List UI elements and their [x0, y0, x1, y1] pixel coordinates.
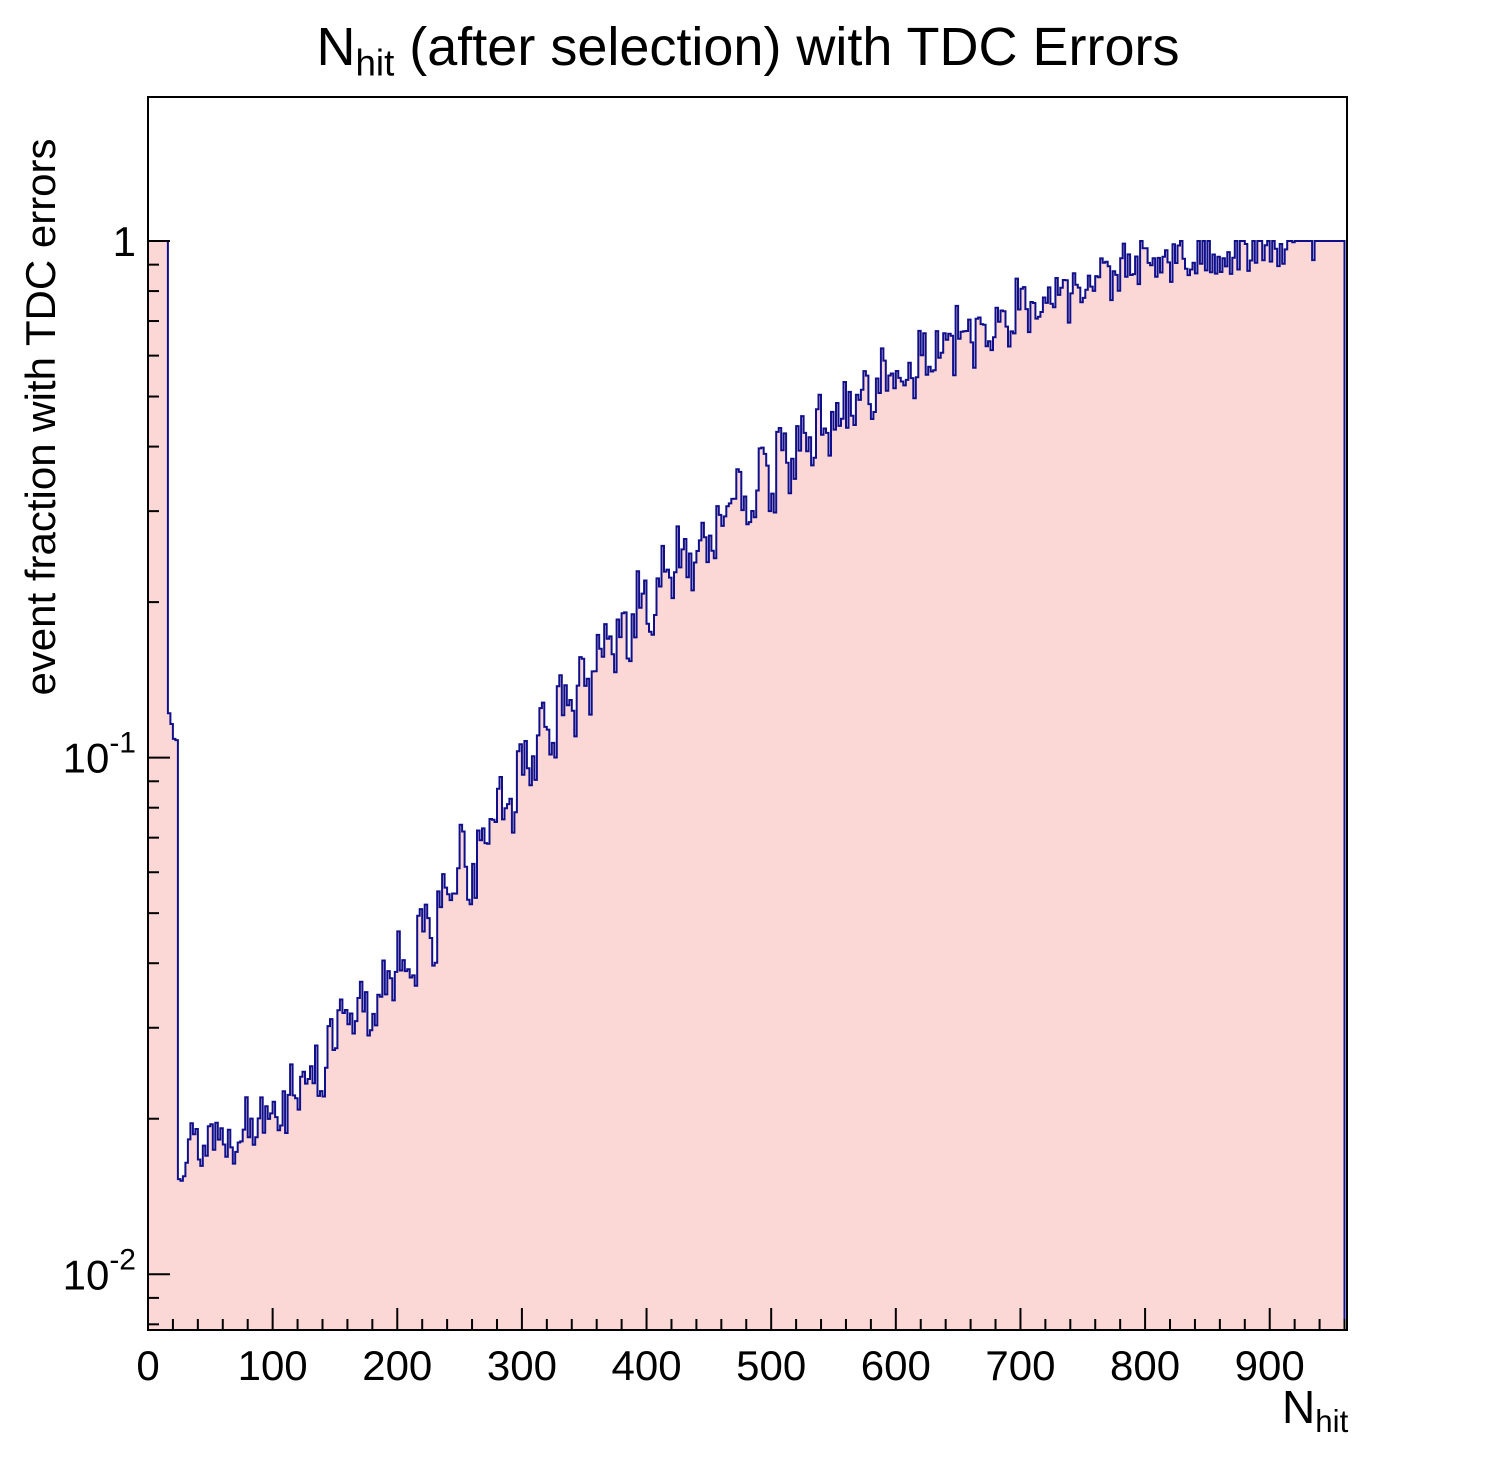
x-tick-label: 400 [612, 1342, 682, 1389]
x-tick-label: 300 [487, 1342, 557, 1389]
x-tick-label: 200 [362, 1342, 432, 1389]
chart-title-subscript: hit [355, 42, 395, 84]
x-tick-label: 700 [985, 1342, 1055, 1389]
chart-title-suffix: (after selection) with TDC Errors [394, 17, 1180, 77]
x-tick-label: 800 [1110, 1342, 1180, 1389]
y-tick-label: 10-1 [63, 727, 136, 782]
x-tick-label: 900 [1235, 1342, 1305, 1389]
x-axis-title: Nhit [1282, 1380, 1348, 1440]
x-axis-title-prefix: N [1282, 1381, 1316, 1433]
chart-title: Nhit (after selection) with TDC Errors [0, 17, 1496, 84]
x-tick-label: 600 [861, 1342, 931, 1389]
x-tick-label: 500 [736, 1342, 806, 1389]
histogram-outline [147, 240, 1346, 1330]
x-tick-label: 0 [136, 1342, 159, 1389]
plot-frame [147, 96, 1348, 1331]
y-tick-label: 10-2 [63, 1243, 136, 1298]
histogram-fill [148, 241, 1345, 1330]
x-tick-label: 100 [238, 1342, 308, 1389]
chart-title-prefix: N [316, 17, 356, 77]
y-tick-label: 1 [113, 218, 136, 265]
x-axis-title-subscript: hit [1315, 1403, 1349, 1439]
